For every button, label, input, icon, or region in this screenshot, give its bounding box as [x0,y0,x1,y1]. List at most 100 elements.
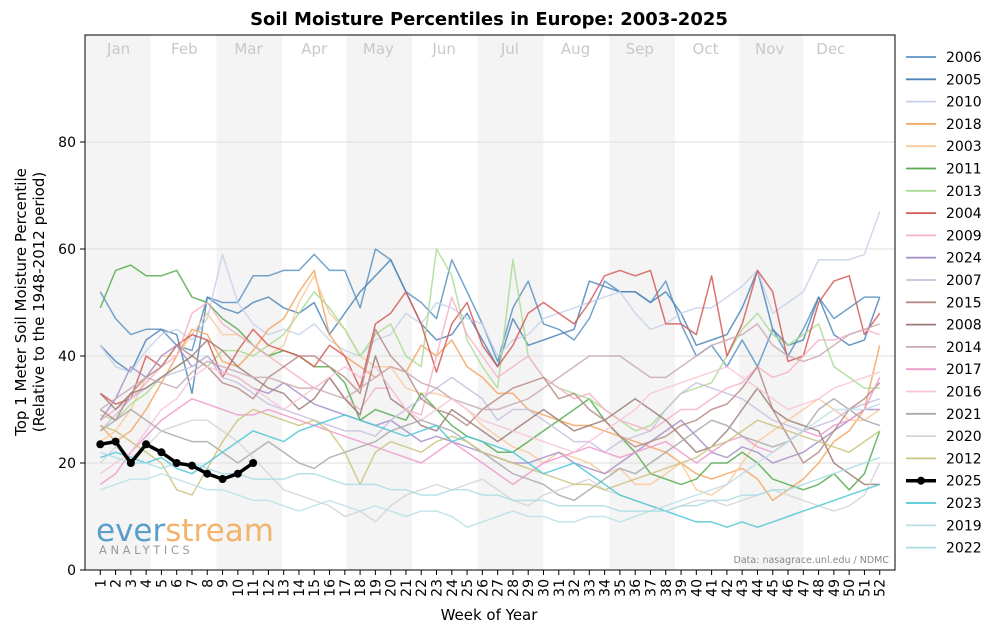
x-tick-label: 26 [475,579,491,597]
legend-item-2012: 2012 [906,451,982,467]
series-line-2006 [99,248,880,368]
legend-item-2008: 2008 [906,318,982,334]
series-lines [96,211,881,528]
x-tick-label: 45 [766,579,782,597]
x-tick-label: 42 [720,579,736,597]
series-point-2025 [172,459,181,467]
legend-item-2022: 2022 [906,541,982,557]
y-axis-ticks: 0 20 40 60 80 [58,135,85,579]
legend-label-2008: 2008 [946,318,982,334]
x-tick-label: 9 [216,579,232,588]
legend-item-2006: 2006 [906,50,982,66]
logo: everstream ANALYTICS [96,513,274,557]
x-tick-label: 2 [109,579,125,588]
legend-label-2020: 2020 [946,429,982,445]
x-tick-label: 44 [750,579,766,597]
x-tick-label: 25 [460,579,476,597]
series-point-2025 [203,469,212,478]
x-tick-label: 46 [781,579,797,597]
legend-item-2020: 2020 [906,429,982,445]
month-label: Dec [816,40,845,58]
x-tick-label: 5 [154,579,170,588]
x-tick-label: 14 [292,579,308,597]
series-line-2022 [100,451,880,512]
month-band [85,35,151,570]
month-label: Jun [431,40,455,58]
x-tick-label: 40 [689,579,705,597]
legend-item-2007: 2007 [906,273,982,289]
x-tick-label: 41 [705,579,721,597]
legend-marker-2025 [917,476,925,485]
series-line-2003 [99,275,881,496]
x-tick-label: 23 [430,579,446,597]
series-point-2025 [218,475,227,484]
series-line-2009 [99,296,880,432]
x-tick-label: 37 [643,579,659,597]
legend-item-2010: 2010 [906,95,982,111]
logo-subtitle: ANALYTICS [99,543,193,557]
x-tick-label: 29 [521,579,537,597]
x-tick-label: 49 [827,579,843,597]
month-label: May [363,40,394,58]
legend-label-2003: 2003 [946,139,982,155]
series-point-2025 [249,459,258,467]
month-label: Mar [234,40,263,58]
x-tick-label: 30 [536,579,552,597]
series-line-2021 [99,398,880,502]
svg-text:everstream: everstream [96,513,274,549]
legend-item-2011: 2011 [906,162,982,178]
series-point-2025 [157,448,166,457]
legend-item-2024: 2024 [906,251,982,267]
x-axis-label: Week of Year [441,606,539,624]
legend-item-2021: 2021 [906,407,982,423]
plot-frame [84,34,896,571]
month-label: Feb [171,40,198,58]
x-tick-label: 15 [307,579,323,597]
legend-label-2013: 2013 [946,184,982,200]
series-point-2025 [96,440,105,449]
x-tick-label: 6 [170,579,186,588]
series-point-2025 [187,461,196,470]
legend-label-2014: 2014 [946,340,982,356]
legend-item-2023: 2023 [906,496,982,512]
legend-label-2024: 2024 [946,251,982,267]
x-tick-label: 12 [261,579,277,597]
legend-item-2018: 2018 [906,117,982,133]
series-line-2008 [99,339,880,486]
legend-item-2013: 2013 [906,184,982,200]
x-tick-label: 8 [200,579,216,588]
y-tick-label: 80 [58,135,76,151]
x-tick-label: 32 [567,579,583,597]
x-tick-label: 24 [445,579,461,597]
x-tick-label: 7 [185,579,201,588]
logo-word-part2: stream [165,513,274,549]
legend-item-2005: 2005 [906,72,982,88]
month-label: Jan [106,40,130,58]
x-axis-ticks: 1 2 3 4 5 6 7 8 9 10 11 12 13 14 15 16 17 18 19 20 21 22 23 24 2… [93,570,889,597]
legend-label-2025: 2025 [946,474,982,490]
month-label: Nov [755,40,784,58]
data-credit: Data: nasagrace.unl.edu / NDMC [734,555,890,566]
legend-item-2009: 2009 [906,228,982,244]
month-bands [85,35,804,570]
x-tick-label: 50 [842,579,858,597]
y-tick-label: 0 [67,563,76,579]
x-tick-label: 19 [368,579,384,597]
legend-item-2004: 2004 [906,206,982,222]
x-tick-label: 4 [139,579,155,588]
x-tick-label: 51 [857,579,873,597]
legend-label-2019: 2019 [946,518,982,534]
series-line-2013 [100,248,880,432]
x-tick-label: 17 [338,579,354,597]
legend-label-2006: 2006 [946,50,982,66]
series-line-2016 [99,365,880,475]
series-point-2025 [126,459,135,467]
legend: 2006 2005 2010 2018 2003 2011 2013 2004 2009 2024… [906,50,982,557]
series-line-2004 [99,269,881,405]
legend-label-2018: 2018 [946,117,982,133]
legend-label-2009: 2009 [946,228,982,244]
legend-label-2022: 2022 [946,541,982,557]
y-tick-label: 60 [58,242,76,258]
series-point-2025 [233,469,242,478]
